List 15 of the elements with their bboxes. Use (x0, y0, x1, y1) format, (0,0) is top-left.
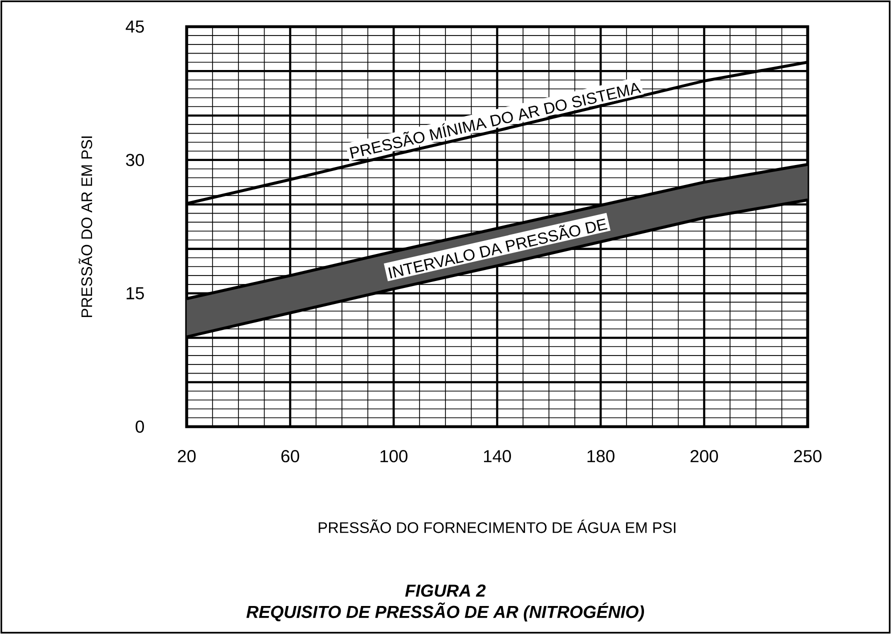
x-tick-label: 180 (588, 450, 614, 462)
x-tick-label: 200 (690, 450, 718, 462)
y-tick-label: 30 (126, 154, 144, 166)
x-tick-label: 100 (380, 450, 408, 462)
x-tick-label: 140 (484, 450, 511, 462)
y-axis-title: PRESSÃO DO AR EM PSI (78, 136, 92, 317)
x-tick-label: 60 (281, 450, 300, 462)
x-axis-title: PRESSÃO DO FORNECIMENTO DE ÁGUA EM PSI (318, 519, 676, 534)
text: FIGURA 2 (405, 584, 486, 597)
x-tick-label: 20 (178, 450, 196, 462)
y-tick-label: 0 (136, 420, 144, 433)
y-tick-label: 15 (126, 287, 144, 300)
x-tick-label: 250 (794, 450, 822, 462)
text: REQUISITO DE PRESSÃO DE AR (NITROGÉNIO) (246, 602, 644, 622)
y-tick-label: 45 (126, 20, 144, 33)
